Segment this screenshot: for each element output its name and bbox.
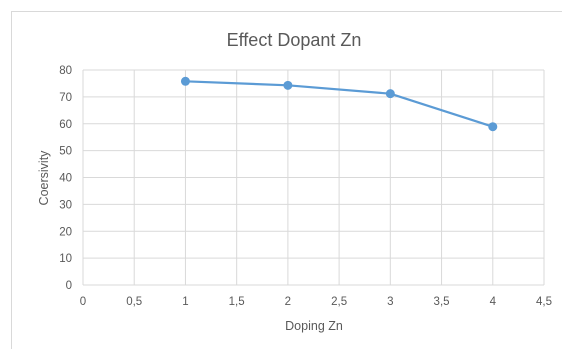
data-point bbox=[385, 89, 395, 99]
x-tick-label: 2 bbox=[285, 296, 291, 308]
x-tick-label: 4 bbox=[490, 296, 497, 308]
x-tick-label: 0 bbox=[80, 296, 86, 308]
series-line bbox=[185, 80, 494, 128]
x-tick-label: 4,5 bbox=[536, 296, 552, 308]
x-tick-label: 0,5 bbox=[126, 296, 142, 308]
data-point bbox=[488, 122, 498, 132]
x-tick-label: 3,5 bbox=[434, 296, 450, 308]
y-tick-label: 30 bbox=[59, 199, 72, 211]
grid-lines bbox=[82, 69, 545, 286]
chart-frame bbox=[11, 11, 562, 349]
x-axis-ticks: 0 0,5 1 1,5 2 2,5 3 3,5 4 4,5 bbox=[80, 296, 552, 308]
y-tick-label: 60 bbox=[59, 119, 72, 131]
y-tick-label: 50 bbox=[59, 146, 72, 158]
y-tick-label: 10 bbox=[59, 253, 72, 265]
y-axis-ticks: 0 10 20 30 40 50 60 70 80 bbox=[59, 65, 72, 292]
x-axis-title: Doping Zn bbox=[285, 319, 343, 333]
y-tick-label: 40 bbox=[59, 173, 72, 185]
y-axis-title: Coersivity bbox=[37, 150, 51, 206]
series-layer bbox=[180, 76, 498, 132]
y-tick-label: 70 bbox=[59, 92, 72, 104]
y-tick-label: 80 bbox=[59, 65, 72, 77]
data-point bbox=[180, 76, 190, 86]
chart-title: Effect Dopant Zn bbox=[227, 30, 362, 50]
data-point bbox=[283, 80, 293, 90]
x-tick-label: 1,5 bbox=[229, 296, 245, 308]
y-tick-label: 0 bbox=[66, 280, 72, 292]
y-tick-label: 20 bbox=[59, 226, 72, 238]
x-tick-label: 1 bbox=[182, 296, 188, 308]
x-tick-label: 2,5 bbox=[331, 296, 347, 308]
x-tick-label: 3 bbox=[387, 296, 393, 308]
